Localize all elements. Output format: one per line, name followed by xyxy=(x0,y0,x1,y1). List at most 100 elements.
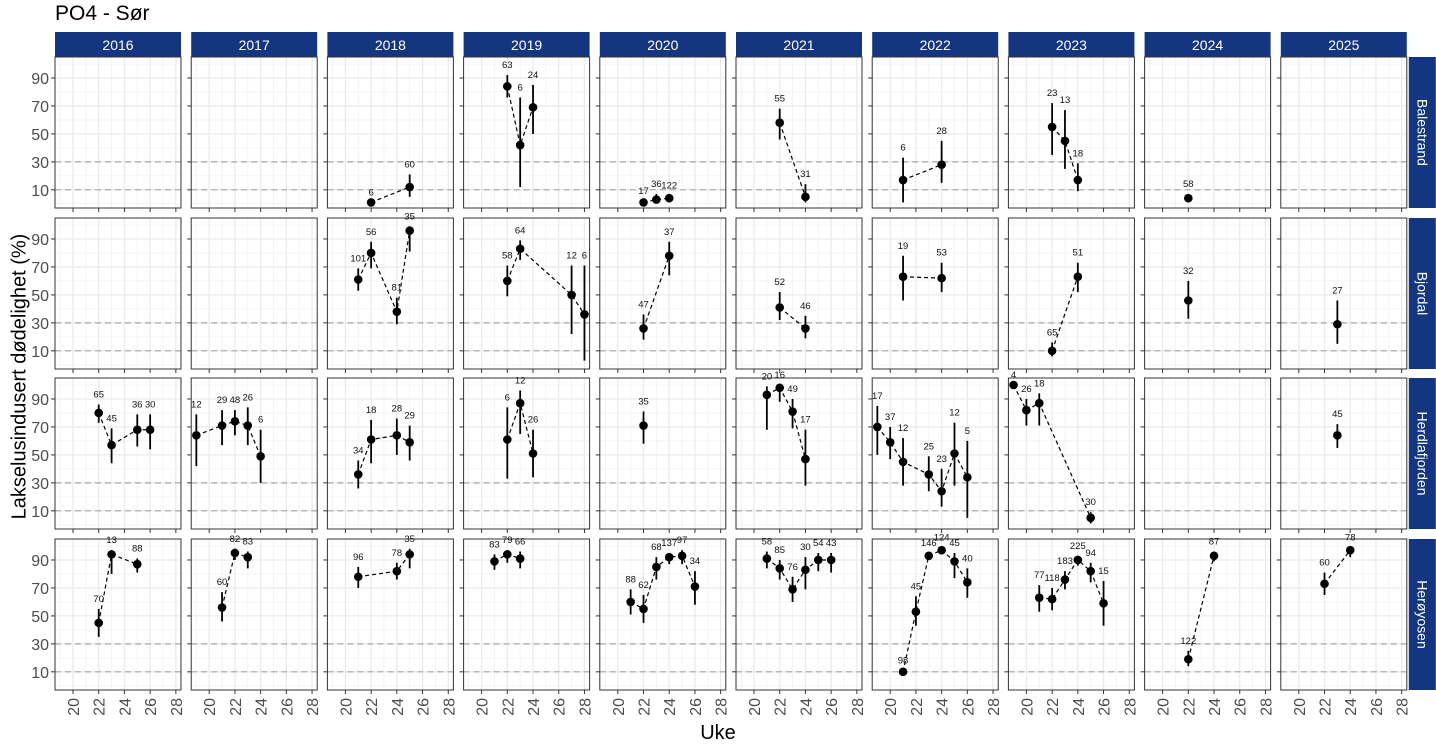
sample-size-label: 60 xyxy=(217,577,228,588)
data-point xyxy=(775,118,785,128)
data-point xyxy=(192,431,201,440)
trend-line xyxy=(98,553,138,623)
svg-text:2025: 2025 xyxy=(1328,37,1359,53)
data-point xyxy=(405,550,414,559)
sample-size-label: 12 xyxy=(949,408,960,419)
panel-herøyosen-2025: 60 78 20 22 24 26 28 xyxy=(1276,532,1412,716)
data-point xyxy=(515,140,525,150)
sample-size-label: 79 xyxy=(502,535,513,546)
x-tick-label: 20 xyxy=(747,698,764,716)
data-point xyxy=(873,422,882,432)
panel-balestrand-2016 xyxy=(51,56,182,212)
sample-size-label: 48 xyxy=(230,395,241,406)
sample-size-label: 40 xyxy=(962,553,973,564)
x-tick-label: 26 xyxy=(960,698,977,716)
trend-line xyxy=(506,247,585,315)
data-point xyxy=(353,470,363,479)
y-tick-label: 10 xyxy=(31,665,49,682)
data-point xyxy=(639,324,648,333)
trend-line xyxy=(1324,549,1351,585)
data-point xyxy=(503,435,512,444)
sample-size-label: 52 xyxy=(774,277,785,288)
data-point xyxy=(107,550,116,559)
data-point xyxy=(490,557,499,566)
sample-size-label: 6 xyxy=(505,392,510,403)
data-point xyxy=(256,451,265,461)
data-point xyxy=(664,193,674,203)
x-tick-label: 26 xyxy=(824,698,841,716)
sample-size-label: 56 xyxy=(366,227,377,238)
trend-line xyxy=(506,86,534,148)
data-point xyxy=(937,160,946,169)
y-tick-label: 50 xyxy=(31,448,49,465)
data-point xyxy=(898,175,908,185)
sample-size-label: 12 xyxy=(566,251,577,262)
y-tick-label: 30 xyxy=(31,637,49,654)
data-point xyxy=(392,566,402,576)
sample-size-label: 5 xyxy=(965,426,970,437)
data-point xyxy=(1047,346,1057,356)
data-point xyxy=(1009,380,1018,390)
sample-size-label: 55 xyxy=(774,94,785,105)
data-point xyxy=(788,585,797,594)
data-point xyxy=(639,604,648,614)
data-point xyxy=(937,273,946,283)
sample-size-label: 35 xyxy=(404,211,415,222)
trend-line xyxy=(357,230,411,314)
data-point xyxy=(366,248,376,258)
panel-balestrand-2024: 58 xyxy=(1140,56,1272,212)
data-point xyxy=(1073,555,1083,565)
x-tick-label: 22 xyxy=(364,698,381,716)
x-tick-label: 22 xyxy=(228,698,245,716)
data-point xyxy=(762,554,772,563)
data-point xyxy=(1209,551,1219,561)
facet-strip-herøyosen: Herøyosen xyxy=(1408,539,1436,690)
facet-strip-2024: 2024 xyxy=(1144,32,1271,57)
panel-herøyosen-2016: 70 13 88 20 22 24 26 28 xyxy=(51,535,186,716)
x-tick-label: 22 xyxy=(637,698,654,716)
sample-size-label: 83 xyxy=(489,539,500,550)
panel-balestrand-2021: 55 31 xyxy=(732,56,863,212)
svg-text:Balestrand: Balestrand xyxy=(1414,99,1430,166)
x-tick-label: 22 xyxy=(1181,698,1198,716)
trend-line xyxy=(779,122,806,198)
x-tick-label: 22 xyxy=(1045,698,1062,716)
sample-size-label: 137 xyxy=(661,538,677,549)
sample-size-label: 34 xyxy=(353,445,364,456)
panel-herdlafjorden-2020: 35 xyxy=(595,377,727,533)
svg-text:Bjordal: Bjordal xyxy=(1414,272,1430,316)
data-point xyxy=(1320,579,1329,589)
data-point xyxy=(1047,594,1057,604)
y-tick-label: 10 xyxy=(31,504,49,521)
sample-size-label: 66 xyxy=(515,537,526,548)
y-tick-label: 90 xyxy=(31,392,49,409)
sample-size-label: 36 xyxy=(651,179,662,190)
x-tick-label: 20 xyxy=(883,698,900,716)
sample-size-label: 63 xyxy=(502,60,513,71)
sample-size-label: 32 xyxy=(1183,266,1194,277)
x-tick-label: 28 xyxy=(441,698,458,716)
data-point xyxy=(937,545,946,555)
data-point xyxy=(366,198,376,207)
svg-text:2016: 2016 xyxy=(102,37,133,53)
data-point xyxy=(405,226,414,235)
trend-line xyxy=(1187,555,1215,660)
facet-strip-2018: 2018 xyxy=(327,32,454,57)
sample-size-label: 58 xyxy=(1183,179,1194,190)
data-point xyxy=(1034,593,1044,603)
sample-size-label: 6 xyxy=(368,187,373,198)
data-point xyxy=(801,324,810,333)
sample-size-label: 28 xyxy=(936,126,947,137)
sample-size-label: 45 xyxy=(949,538,960,549)
data-point xyxy=(826,555,836,565)
data-point xyxy=(217,421,227,430)
x-tick-label: 26 xyxy=(552,698,569,716)
data-point xyxy=(690,582,700,591)
x-tick-label: 28 xyxy=(1122,698,1139,716)
data-point xyxy=(775,564,785,573)
sample-size-label: 6 xyxy=(582,251,587,262)
